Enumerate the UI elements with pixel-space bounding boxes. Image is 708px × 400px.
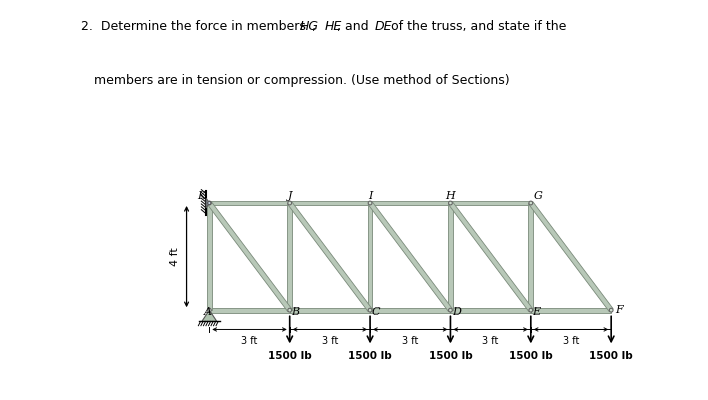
Text: 2.  Determine the force in members: 2. Determine the force in members bbox=[81, 20, 310, 33]
Polygon shape bbox=[367, 203, 372, 310]
Text: 1500 lb: 1500 lb bbox=[268, 351, 312, 361]
Text: E: E bbox=[532, 306, 541, 316]
Text: B: B bbox=[292, 306, 299, 316]
Text: G: G bbox=[534, 191, 543, 201]
Text: 1500 lb: 1500 lb bbox=[509, 351, 553, 361]
Polygon shape bbox=[207, 202, 292, 312]
Text: K: K bbox=[197, 191, 205, 201]
Text: of the truss, and state if the: of the truss, and state if the bbox=[387, 20, 566, 33]
Polygon shape bbox=[531, 308, 611, 312]
Text: D: D bbox=[452, 306, 461, 316]
Polygon shape bbox=[210, 200, 290, 206]
Text: 1500 lb: 1500 lb bbox=[428, 351, 472, 361]
Polygon shape bbox=[287, 203, 292, 310]
Circle shape bbox=[288, 201, 292, 205]
Circle shape bbox=[610, 308, 613, 312]
Text: ,: , bbox=[312, 20, 320, 33]
Polygon shape bbox=[210, 308, 290, 312]
Polygon shape bbox=[202, 310, 217, 322]
Circle shape bbox=[368, 308, 372, 312]
Text: HE: HE bbox=[324, 20, 342, 33]
Text: C: C bbox=[372, 306, 380, 316]
Text: 3 ft: 3 ft bbox=[563, 336, 579, 346]
Text: DE: DE bbox=[375, 20, 392, 33]
Polygon shape bbox=[370, 200, 450, 206]
Circle shape bbox=[207, 202, 211, 205]
Polygon shape bbox=[207, 203, 212, 310]
Circle shape bbox=[529, 308, 532, 312]
Polygon shape bbox=[290, 200, 370, 206]
Polygon shape bbox=[528, 203, 533, 310]
Polygon shape bbox=[448, 203, 453, 310]
Circle shape bbox=[288, 308, 292, 312]
Circle shape bbox=[207, 201, 211, 205]
Text: 4 ft: 4 ft bbox=[169, 247, 180, 266]
Text: A: A bbox=[204, 306, 212, 316]
Text: members are in tension or compression. (Use method of Sections): members are in tension or compression. (… bbox=[94, 74, 510, 87]
Polygon shape bbox=[450, 308, 531, 312]
Polygon shape bbox=[287, 202, 372, 312]
Text: F: F bbox=[615, 305, 622, 315]
Circle shape bbox=[449, 201, 452, 205]
Polygon shape bbox=[206, 198, 210, 208]
Text: 3 ft: 3 ft bbox=[482, 336, 499, 346]
Text: 3 ft: 3 ft bbox=[241, 336, 258, 346]
Text: 1500 lb: 1500 lb bbox=[348, 351, 392, 361]
Polygon shape bbox=[290, 308, 370, 312]
Text: 3 ft: 3 ft bbox=[402, 336, 418, 346]
Circle shape bbox=[207, 308, 211, 312]
Polygon shape bbox=[448, 202, 532, 312]
Polygon shape bbox=[450, 200, 531, 206]
Circle shape bbox=[368, 201, 372, 205]
Text: J: J bbox=[287, 190, 292, 200]
Text: I: I bbox=[368, 190, 372, 200]
Text: 3 ft: 3 ft bbox=[321, 336, 338, 346]
Text: 1500 lb: 1500 lb bbox=[589, 351, 633, 361]
Circle shape bbox=[529, 201, 532, 205]
Circle shape bbox=[449, 308, 452, 312]
Text: , and: , and bbox=[337, 20, 372, 33]
Text: H: H bbox=[445, 190, 455, 200]
Polygon shape bbox=[370, 308, 450, 312]
Polygon shape bbox=[529, 202, 613, 312]
Text: HG: HG bbox=[299, 20, 319, 33]
Polygon shape bbox=[368, 202, 452, 312]
